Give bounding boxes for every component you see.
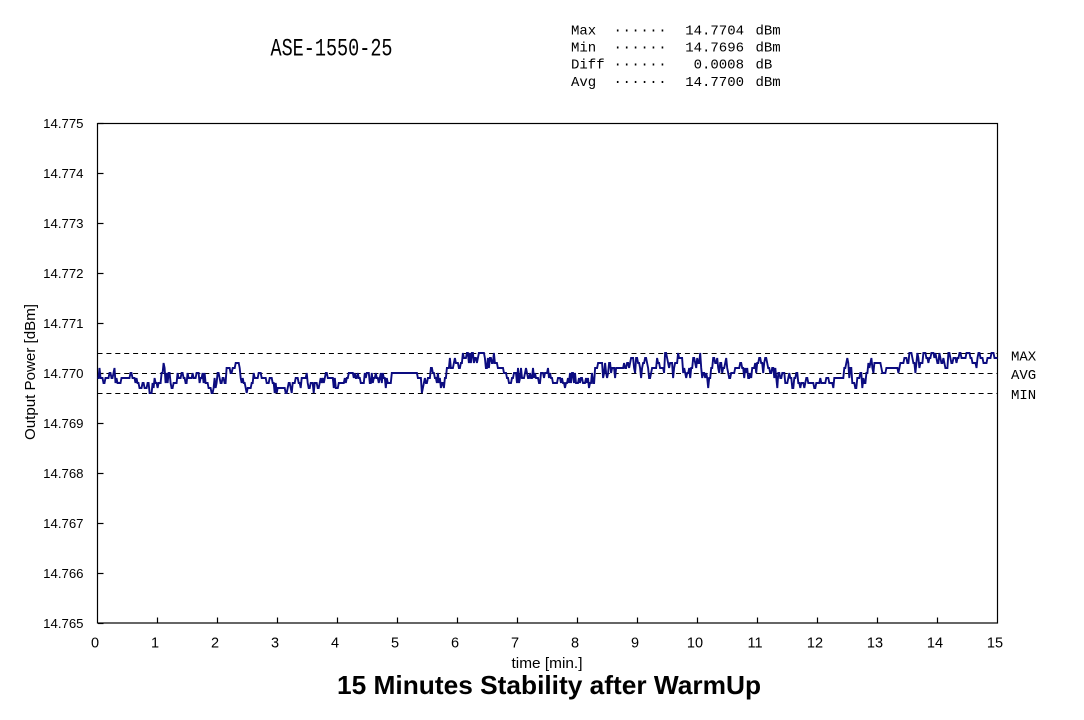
svg-text:15 Minutes Stability after War: 15 Minutes Stability after WarmUp bbox=[337, 670, 761, 700]
svg-text:dBm: dBm bbox=[756, 40, 781, 56]
svg-text:14.7696: 14.7696 bbox=[685, 40, 744, 56]
svg-text:0.0008: 0.0008 bbox=[694, 58, 744, 74]
svg-text:13: 13 bbox=[867, 636, 883, 652]
svg-text:Diff: Diff bbox=[571, 58, 605, 74]
svg-text:14.7704: 14.7704 bbox=[685, 23, 744, 39]
svg-text:······: ······ bbox=[614, 23, 668, 39]
svg-text:······: ······ bbox=[614, 40, 668, 56]
svg-text:Max: Max bbox=[571, 23, 596, 39]
svg-text:MAX: MAX bbox=[1011, 350, 1037, 366]
svg-text:14.7700: 14.7700 bbox=[685, 75, 744, 91]
svg-text:time [min.]: time [min.] bbox=[512, 655, 583, 672]
svg-text:6: 6 bbox=[451, 636, 459, 652]
svg-text:15: 15 bbox=[987, 636, 1003, 652]
svg-text:3: 3 bbox=[271, 636, 279, 652]
svg-text:Avg: Avg bbox=[571, 75, 596, 91]
svg-text:0: 0 bbox=[91, 636, 99, 652]
svg-text:14.775: 14.775 bbox=[43, 116, 83, 131]
svg-text:14.774: 14.774 bbox=[43, 166, 83, 181]
svg-text:14.768: 14.768 bbox=[43, 466, 83, 481]
svg-text:2: 2 bbox=[211, 636, 219, 652]
svg-text:······: ······ bbox=[614, 58, 668, 74]
svg-text:······: ······ bbox=[614, 75, 668, 91]
svg-text:9: 9 bbox=[631, 636, 639, 652]
svg-text:4: 4 bbox=[331, 636, 339, 652]
svg-text:dBm: dBm bbox=[756, 23, 781, 39]
svg-text:MIN: MIN bbox=[1011, 388, 1036, 404]
svg-text:dB: dB bbox=[756, 58, 773, 74]
svg-text:5: 5 bbox=[391, 636, 399, 652]
svg-text:14.771: 14.771 bbox=[43, 316, 83, 331]
svg-text:Output Power [dBm]: Output Power [dBm] bbox=[22, 304, 39, 440]
svg-text:14.772: 14.772 bbox=[43, 266, 83, 281]
svg-text:8: 8 bbox=[571, 636, 579, 652]
svg-text:11: 11 bbox=[747, 636, 762, 652]
svg-text:14.770: 14.770 bbox=[43, 366, 83, 381]
svg-text:AVG: AVG bbox=[1011, 368, 1036, 384]
svg-text:ASE-1550-25: ASE-1550-25 bbox=[271, 35, 393, 64]
svg-text:14.767: 14.767 bbox=[43, 516, 83, 531]
svg-text:1: 1 bbox=[151, 636, 159, 652]
svg-text:7: 7 bbox=[511, 636, 519, 652]
svg-text:dBm: dBm bbox=[756, 75, 781, 91]
svg-text:14.773: 14.773 bbox=[43, 216, 83, 231]
svg-text:10: 10 bbox=[687, 636, 703, 652]
svg-text:Min: Min bbox=[571, 40, 596, 56]
svg-text:14: 14 bbox=[927, 636, 943, 652]
svg-text:14.765: 14.765 bbox=[43, 616, 83, 631]
svg-text:12: 12 bbox=[807, 636, 823, 652]
svg-text:14.766: 14.766 bbox=[43, 566, 83, 581]
svg-text:14.769: 14.769 bbox=[43, 416, 83, 431]
